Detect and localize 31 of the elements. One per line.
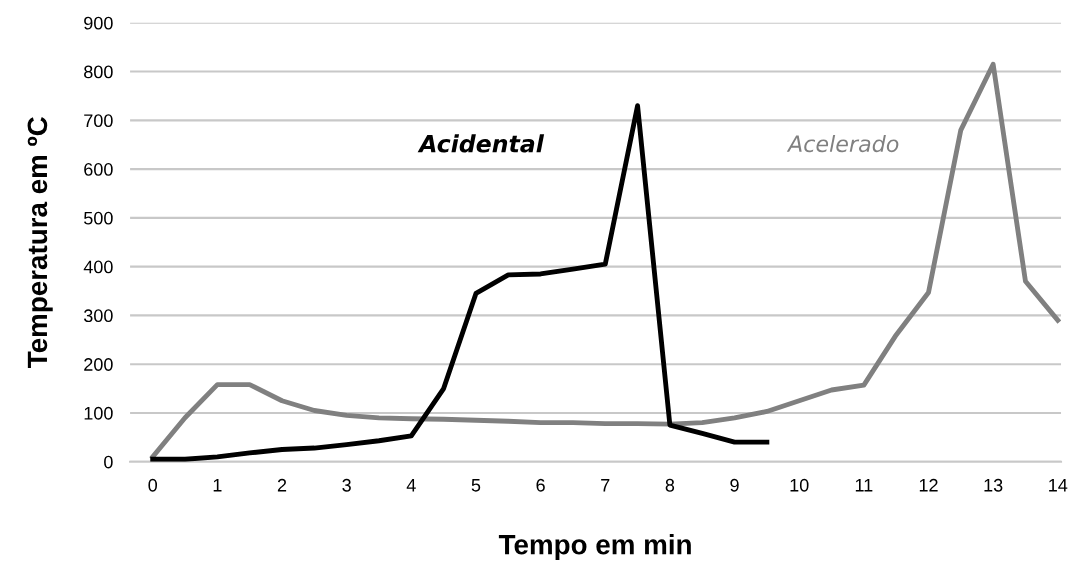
x-tick-label: 8 xyxy=(665,478,675,492)
x-tick-label: 5 xyxy=(471,479,481,492)
x-tick-label: 10 xyxy=(790,478,809,492)
x-tick-label: 14 xyxy=(1049,479,1068,492)
y-tick-label: 500 xyxy=(84,211,113,225)
y-tick-label: 100 xyxy=(84,406,113,420)
y-tick-label: 800 xyxy=(84,65,113,79)
line-series xyxy=(150,103,770,462)
y-axis-title: Temperatura em ºC xyxy=(27,117,53,368)
text: Acidental xyxy=(417,134,545,153)
y-tick-label: 0 xyxy=(104,455,113,469)
y-tick-label: 300 xyxy=(83,309,113,323)
x-tick-label: 11 xyxy=(855,479,873,492)
x-tick-label: 1 xyxy=(213,479,222,492)
x-tick-label: 0 xyxy=(148,478,158,492)
y-tick-label: 200 xyxy=(84,358,113,371)
x-tick-label: 13 xyxy=(984,478,1003,492)
x-tick-label: 7 xyxy=(601,479,610,492)
x-tick-label: 6 xyxy=(536,478,545,492)
y-tick-label: 400 xyxy=(83,260,113,274)
x-axis-title: Tempo em min xyxy=(498,534,691,560)
y-tick-label: 600 xyxy=(84,163,113,176)
text: Acelerado xyxy=(786,134,899,153)
y-tick-label: 900 xyxy=(84,16,113,30)
x-tick-label: 9 xyxy=(730,478,739,492)
y-tick-label: 700 xyxy=(84,114,113,128)
line-series xyxy=(150,61,1061,460)
x-tick-label: 2 xyxy=(277,478,287,492)
x-tick-label: 3 xyxy=(342,478,351,492)
x-tick-label: 4 xyxy=(406,479,416,492)
x-tick-label: 12 xyxy=(919,478,938,492)
